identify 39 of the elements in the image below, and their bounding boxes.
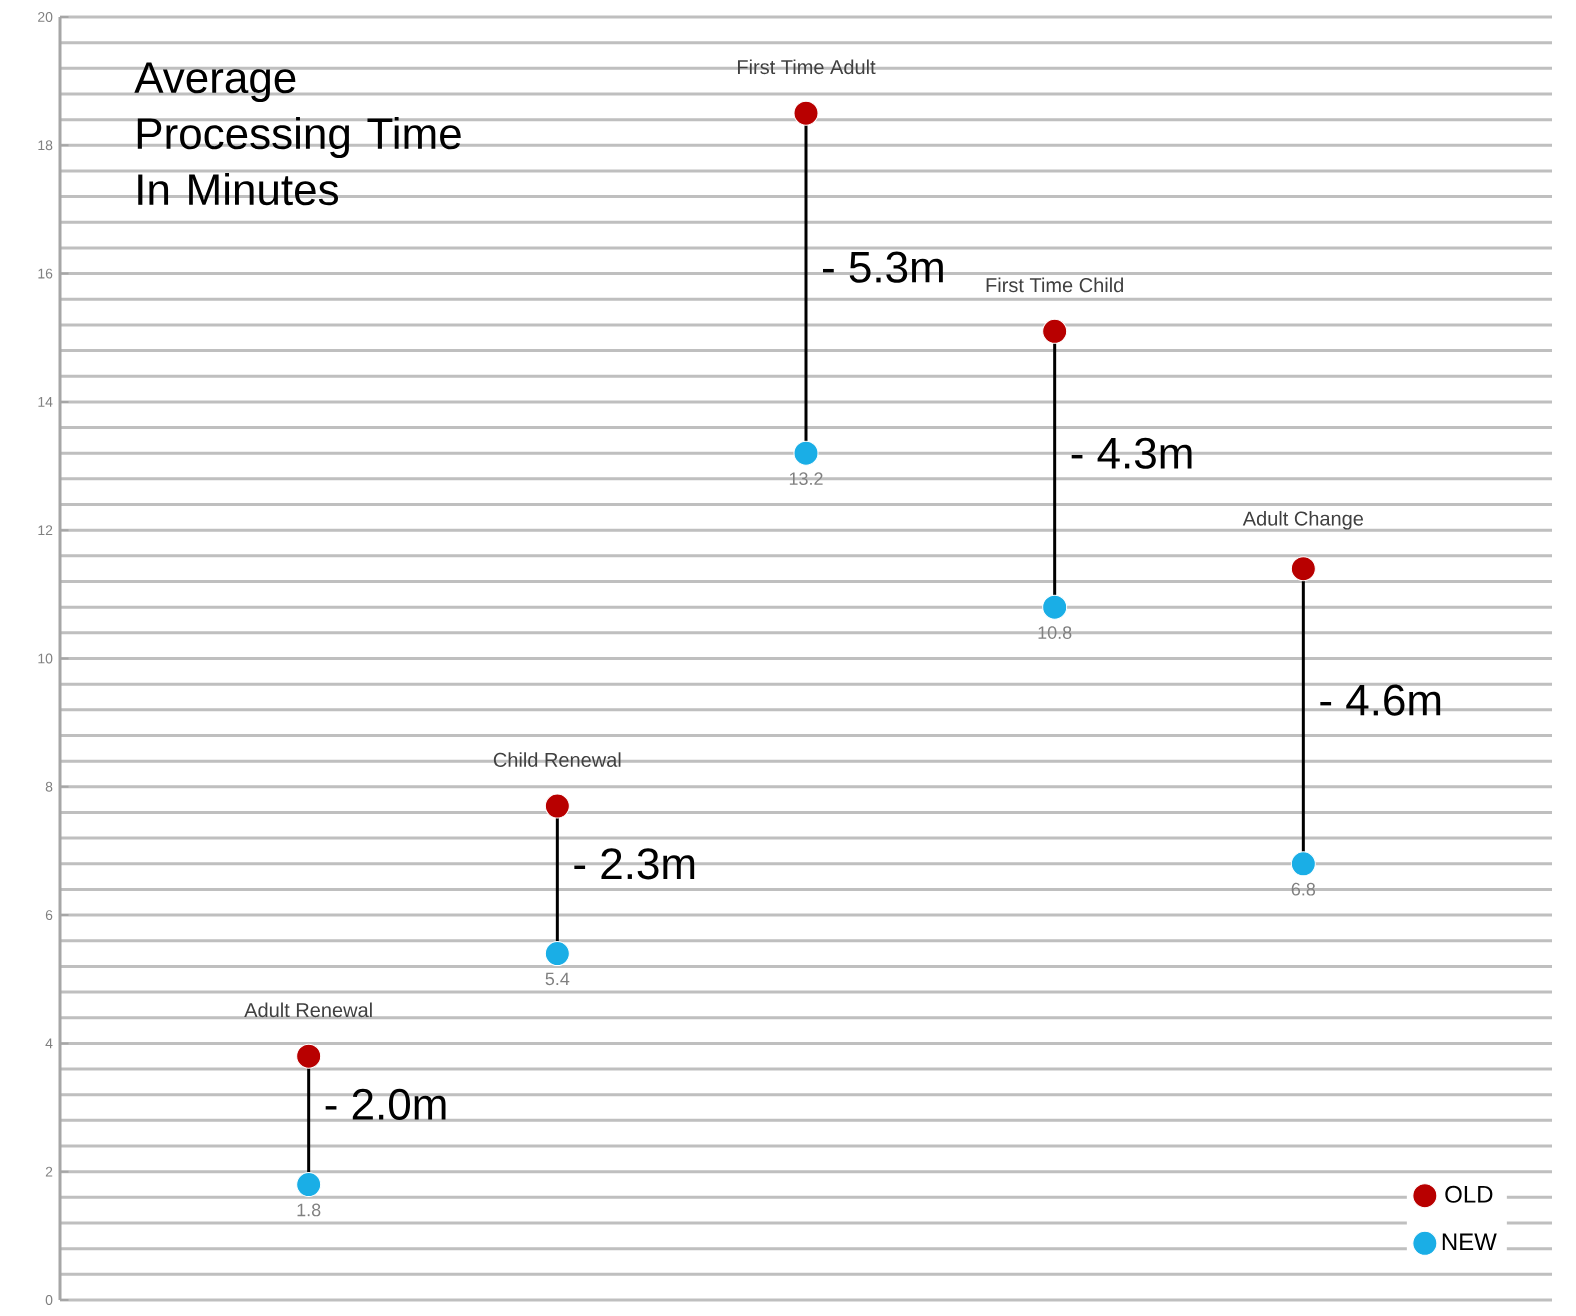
- annotation: - 2.3m: [574, 848, 695, 880]
- text: Average Processing Time In Minutes: [134, 62, 461, 206]
- data-label: 1.8: [297, 1203, 321, 1217]
- y-tick-label: 14: [38, 397, 53, 407]
- legend-label: NEW: [1442, 1233, 1497, 1251]
- annotation: - 5.3m: [823, 251, 943, 283]
- point: [296, 1172, 322, 1198]
- point: [1042, 318, 1068, 344]
- legend-label: OLD: [1445, 1185, 1493, 1203]
- point: [544, 941, 570, 967]
- x-tick-label: Child Renewal: [493, 752, 621, 767]
- y-tick-label: 12: [38, 525, 53, 536]
- y-tick-label: 6: [45, 910, 53, 921]
- y-tick-label: 2: [45, 1166, 53, 1177]
- y-tick-label: 10: [38, 653, 53, 664]
- annotation: - 4.3m: [1071, 437, 1192, 469]
- point: [1290, 851, 1316, 877]
- point: [1290, 556, 1316, 582]
- y-tick-label: 4: [45, 1038, 53, 1049]
- x-tick-label: First Time Adult: [737, 59, 876, 75]
- data-label: 6.8: [1291, 882, 1316, 896]
- point: [793, 440, 819, 466]
- point: [296, 1043, 322, 1069]
- y-tick-label: 16: [38, 268, 53, 279]
- y-tick-label: 20: [38, 12, 53, 22]
- y-tick-label: 8: [45, 781, 53, 792]
- data-label: 5.4: [545, 972, 570, 986]
- point: [544, 793, 570, 819]
- point: [1042, 594, 1068, 620]
- x-tick-label: Adult Renewal: [244, 1002, 372, 1018]
- data-label: 13.2: [789, 472, 823, 486]
- data-label: 10.8: [1038, 626, 1072, 639]
- x-tick-label: Adult Change: [1242, 510, 1363, 530]
- y-tick-label: 0: [45, 1295, 53, 1305]
- y-tick-label: 18: [38, 140, 53, 151]
- annotation: - 4.6m: [1320, 684, 1441, 716]
- point: [793, 100, 819, 126]
- annotation: - 2.0m: [325, 1088, 446, 1120]
- x-tick-label: First Time Child: [986, 277, 1123, 293]
